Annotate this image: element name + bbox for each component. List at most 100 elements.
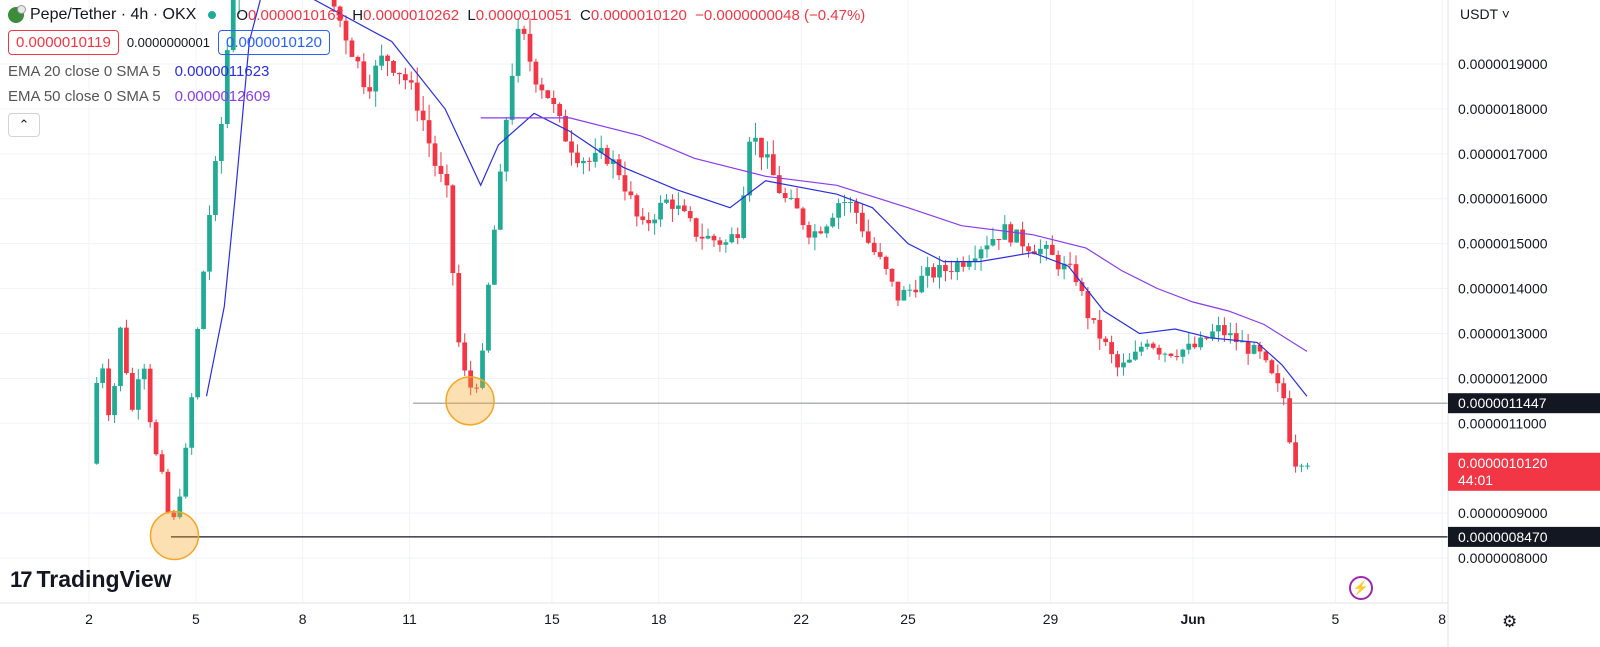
candle-body xyxy=(770,154,776,176)
candle-body xyxy=(753,137,758,142)
candle-body xyxy=(219,123,224,162)
spread-value: 0.0000000001 xyxy=(126,35,210,50)
price-tick-label: 0.0000008000 xyxy=(1458,550,1548,566)
candle-body xyxy=(539,84,545,91)
horizontal-lines xyxy=(170,402,1448,538)
candle-body xyxy=(1245,341,1251,354)
candle-body xyxy=(919,275,925,293)
candle-body xyxy=(675,205,681,209)
candle-body xyxy=(717,240,723,245)
candle-body xyxy=(486,284,491,351)
candle-body xyxy=(1144,343,1150,347)
candle-body xyxy=(1026,246,1031,252)
candle-body xyxy=(94,382,100,464)
candle-body xyxy=(937,265,942,278)
candle-body xyxy=(598,147,604,153)
ema50-line xyxy=(480,117,1308,352)
candle-body xyxy=(557,104,563,116)
buy-button[interactable]: 0.0000010120 xyxy=(217,30,330,55)
candle-body xyxy=(889,268,895,282)
candle-body xyxy=(1233,333,1239,343)
candle-body xyxy=(972,258,978,262)
price-tick-label: 0.0000017000 xyxy=(1458,146,1548,162)
time-tick-label: 15 xyxy=(544,611,560,627)
time-tick-label: 8 xyxy=(1438,611,1446,627)
candle-body xyxy=(438,165,444,174)
last-price-label: 0.0000010120 xyxy=(1458,455,1548,471)
tradingview-logo-icon: 17 xyxy=(10,566,33,592)
candle-body xyxy=(735,234,741,239)
candle-body xyxy=(195,328,201,398)
time-tick-label: 2 xyxy=(85,611,93,627)
candle-body xyxy=(1263,351,1269,361)
candle-body xyxy=(480,350,485,388)
candle-body xyxy=(1049,244,1055,255)
candle-body xyxy=(331,0,337,7)
candle-body xyxy=(646,219,652,224)
candle-body xyxy=(1204,337,1209,339)
settings-icon[interactable]: ⚙ xyxy=(1502,612,1518,631)
candle-body xyxy=(776,175,782,194)
candle-body xyxy=(503,119,509,172)
candle-body xyxy=(456,273,462,343)
candle-body xyxy=(141,368,147,380)
time-tick-label: 11 xyxy=(402,611,417,627)
sell-button[interactable]: 0.0000010119 xyxy=(8,30,119,55)
candle-body xyxy=(189,397,195,448)
candle-body xyxy=(812,231,818,238)
candle-body xyxy=(1150,343,1156,348)
candle-body xyxy=(153,422,159,455)
candle-body xyxy=(1138,346,1144,352)
candle-body xyxy=(349,40,355,57)
candle-body xyxy=(1097,319,1103,339)
pepe-coin-icon xyxy=(8,5,26,23)
time-tick-label: 22 xyxy=(793,611,809,627)
candle-body xyxy=(670,199,675,209)
candle-body xyxy=(1061,263,1067,270)
candle-body xyxy=(408,80,414,83)
candle-body xyxy=(100,368,106,383)
candle-body xyxy=(836,203,841,218)
candle-body xyxy=(379,55,384,66)
time-axis: 2 5 8 11 15 18 22 25 29 Jun 5 8 xyxy=(0,602,1448,627)
time-tick-label: 5 xyxy=(192,611,200,627)
price-tick-label: 0.0000015000 xyxy=(1458,236,1548,252)
tradingview-logo[interactable]: 17 TradingView xyxy=(10,566,172,592)
candle-body xyxy=(177,496,183,518)
chart-legend: Pepe/Tether · 4h · OKX O0.0000010165 H0.… xyxy=(8,5,866,137)
candle-body xyxy=(1174,355,1180,357)
candle-body xyxy=(652,219,657,224)
candle-body xyxy=(990,239,996,246)
symbol-title[interactable]: Pepe/Tether · 4h · OKX xyxy=(30,6,197,23)
candle-body xyxy=(943,265,948,272)
candle-body xyxy=(474,387,479,389)
time-tick-label: 29 xyxy=(1043,611,1059,627)
horizontal-line-price-label: 0.0000008470 xyxy=(1458,529,1548,545)
candle-body xyxy=(468,370,474,388)
candle-body xyxy=(782,193,788,199)
currency-selector[interactable]: USDT ˅ xyxy=(1460,6,1510,22)
candle-body xyxy=(800,208,806,226)
lightning-icon[interactable]: ⚡ xyxy=(1349,576,1373,600)
candle-body xyxy=(693,218,699,237)
candle-body xyxy=(794,198,800,209)
ema50-legend[interactable]: EMA 50 close 0 SMA 5 0.0000012609 xyxy=(8,88,271,105)
candle-body xyxy=(854,202,859,213)
candle-body xyxy=(978,249,984,259)
ohlc-values: O0.0000010165 H0.0000010262 L0.000001005… xyxy=(236,6,866,24)
time-tick-label: 18 xyxy=(651,611,667,627)
price-axis: 0.0000008000 0.0000009000 0.0000011000 0.00… xyxy=(1447,0,1600,647)
ema20-legend[interactable]: EMA 20 close 0 SMA 5 0.0000011623 xyxy=(8,63,270,80)
candle-body xyxy=(129,373,135,410)
chevron-up-icon[interactable]: ⌃ xyxy=(8,113,40,137)
countdown-label: 44:01 xyxy=(1458,472,1493,488)
candle-body xyxy=(1162,353,1168,355)
candle-body xyxy=(397,72,402,75)
candle-body xyxy=(759,137,764,158)
candle-body xyxy=(824,226,830,234)
candle-body xyxy=(765,154,770,158)
candle-body xyxy=(1198,337,1204,348)
candle-body xyxy=(1305,465,1310,467)
candle-body xyxy=(895,281,901,301)
